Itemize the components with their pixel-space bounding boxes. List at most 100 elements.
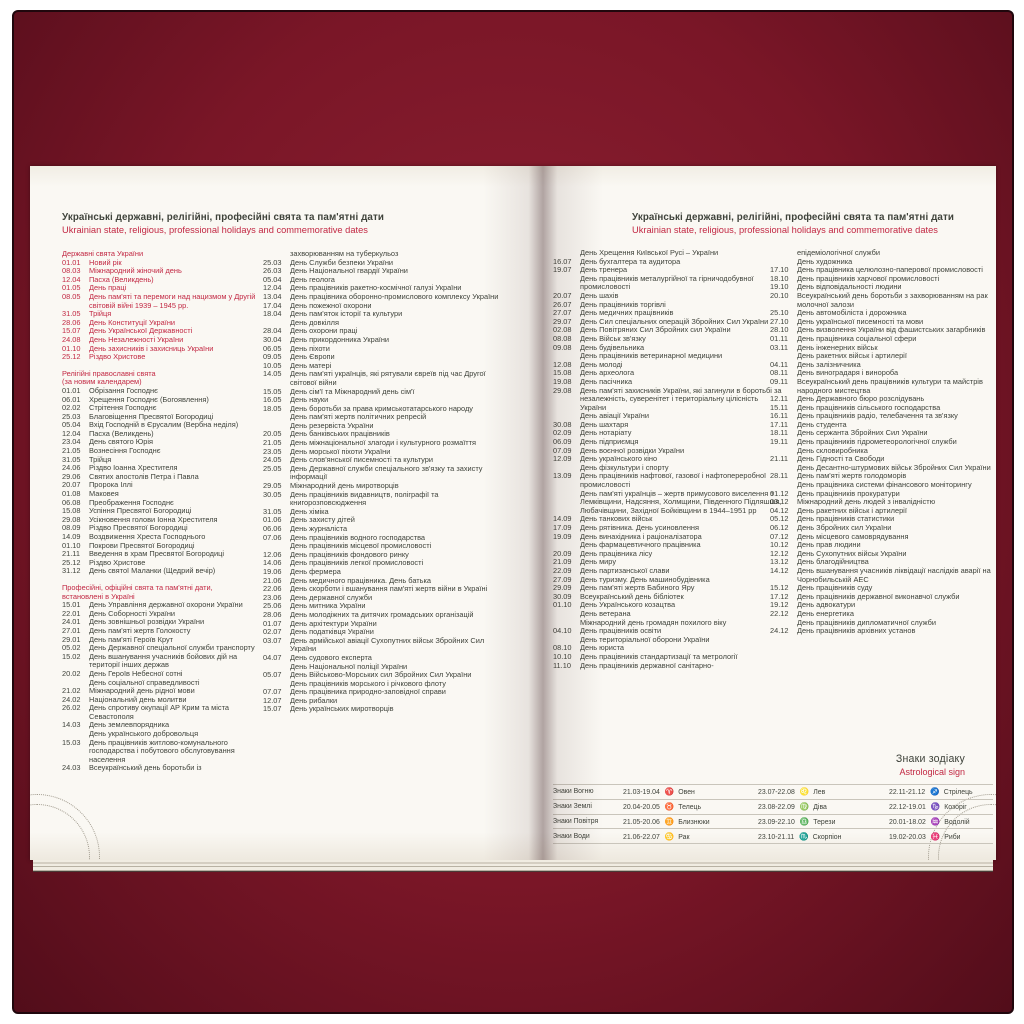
holiday-title: День українських миротворців bbox=[290, 704, 394, 714]
holiday-title: Усікновення голови Іонна Хрестителя bbox=[89, 514, 218, 524]
zodiac-symbol-icon: ♎ bbox=[799, 816, 810, 826]
holiday-date: 24.03 bbox=[62, 763, 81, 773]
holiday-entry: 20.07 Пророка Іллі bbox=[62, 481, 264, 490]
zodiac-sign-cell: 21.05-20.06 ♊ Близнюки bbox=[623, 817, 758, 826]
page-edges bbox=[33, 860, 993, 872]
holiday-title: День української писемності та мови bbox=[797, 316, 924, 326]
holiday-title: День Повітряних Сил Збройних сил України bbox=[580, 325, 731, 335]
holiday-date: 14.09 bbox=[553, 514, 572, 524]
holiday-date: 20.07 bbox=[62, 480, 81, 490]
holiday-title: День тренера bbox=[580, 265, 628, 275]
holiday-entry: 21.05 Вознесіння Господнє bbox=[62, 446, 264, 456]
holiday-date: 15.08 bbox=[62, 506, 81, 516]
zodiac-element-label: Знаки Вогню bbox=[553, 788, 594, 796]
holiday-date: 19.06 bbox=[263, 566, 282, 576]
holiday-entry: 17.04 День пожежної охорони bbox=[263, 301, 507, 311]
holiday-title: День працівника природно-заповідної спра… bbox=[290, 687, 446, 697]
holiday-entry: 15.01 День Управління державної охорони У… bbox=[62, 600, 264, 610]
zodiac-row: Знаки Повітря 21.05-20.06 ♊ Близнюки 23.09-2… bbox=[553, 815, 993, 830]
holiday-entry: 05.04 День геолога bbox=[263, 275, 507, 285]
holiday-entry: 01.08 Маковея bbox=[62, 489, 264, 499]
holiday-date: 02.02 bbox=[62, 403, 81, 413]
holiday-entry: 07.09 День воєнної розвідки України bbox=[553, 446, 783, 456]
holiday-date: 28.04 bbox=[263, 326, 282, 336]
holiday-entry: 31.05 День хіміка bbox=[263, 507, 507, 517]
holiday-date: 04.12 bbox=[770, 505, 789, 515]
holiday-date: 29.07 bbox=[553, 316, 572, 326]
holiday-title: Пасха (Великдень) bbox=[89, 428, 154, 438]
holiday-date: 16.05 bbox=[263, 395, 282, 405]
holiday-date: 21.11 bbox=[770, 454, 788, 464]
holiday-title: Успіння Пресвятої Богородиці bbox=[89, 506, 192, 516]
holiday-title: День резервіста України bbox=[290, 420, 374, 430]
holiday-title: День сім'ї та Міжнародний день сім'ї bbox=[290, 386, 415, 396]
zodiac-sign-name: Лев bbox=[813, 789, 826, 797]
holiday-date: 29.08 bbox=[553, 385, 572, 395]
zodiac-date-range: 21.05-20.06 bbox=[623, 818, 660, 826]
holiday-title: День автомобіліста і дорожника bbox=[797, 308, 907, 318]
holiday-date: 18.11 bbox=[770, 428, 788, 438]
holiday-entry: 25.06 День митника України bbox=[263, 602, 507, 611]
holiday-date: 15.07 bbox=[62, 326, 81, 336]
zodiac-element-label: Знаки Води bbox=[553, 832, 590, 840]
holiday-date: 13.12 bbox=[770, 557, 789, 567]
holiday-title: День Національної поліції України bbox=[290, 661, 408, 671]
holiday-entry: 12.04 День працівників ракетно-космічної … bbox=[263, 284, 507, 293]
holiday-entry: 02.09 День нотаріату bbox=[553, 429, 783, 438]
holiday-date: 05.07 bbox=[263, 670, 282, 680]
holiday-title: епідеміологічної служби bbox=[797, 248, 881, 257]
holiday-date: 02.09 bbox=[553, 428, 572, 438]
holiday-title: День працівників статистики bbox=[797, 514, 895, 524]
holiday-date: 28.11 bbox=[770, 471, 788, 481]
holiday-date: 06.05 bbox=[263, 343, 282, 353]
holiday-entry: 01.07 День архітектури України bbox=[263, 619, 507, 629]
holiday-title: День Служби безпеки України bbox=[290, 257, 394, 267]
holiday-entry: епідеміологічної служби bbox=[770, 248, 996, 258]
holiday-entry: 22.01 День Соборності України bbox=[62, 609, 264, 619]
holiday-date: 17.09 bbox=[553, 523, 572, 532]
holiday-title: День миру bbox=[580, 557, 617, 567]
holiday-entry: 25.10 День автомобіліста і дорожника bbox=[770, 308, 996, 318]
holiday-entry: 29.05 Міжнародний день миротворців bbox=[263, 481, 507, 491]
holiday-title: День боротьби за права кримськотатарсько… bbox=[290, 403, 473, 413]
holiday-date: 29.09 bbox=[553, 583, 572, 593]
zodiac-sign-name: Овен bbox=[678, 789, 695, 797]
open-spread: Українські державні, релігійні, професій… bbox=[30, 166, 996, 860]
holiday-date: 27.01 bbox=[62, 625, 81, 635]
holiday-date: 06.06 bbox=[263, 524, 282, 533]
holiday-entry: 24.01 День зовнішньої розвідки України bbox=[62, 618, 264, 627]
holiday-title: День українського кіно bbox=[580, 454, 658, 464]
holiday-title: День фермера bbox=[290, 566, 341, 576]
section-heading: (за новим календарем) bbox=[62, 377, 142, 387]
holiday-entry: 19.12 День адвокатури bbox=[770, 601, 996, 610]
holiday-title: Пасха (Великдень) bbox=[89, 274, 154, 284]
holiday-title: День працівників державної виконавчої сл… bbox=[797, 591, 960, 601]
holiday-entry: 24.12 День працівників архівних установ bbox=[770, 626, 996, 636]
holiday-date: 29.06 bbox=[62, 471, 81, 481]
holiday-entry: 29.09 День пам'яті жертв Бабиного Яру bbox=[553, 583, 783, 593]
holiday-entry: 22.12 День енергетика bbox=[770, 609, 996, 619]
holiday-entry: 24.06 Різдво Іоанна Хрестителя bbox=[62, 463, 264, 473]
holiday-entry: 04.07 День судового експерта bbox=[263, 653, 507, 663]
holiday-title: День працівників радіо, телебачення та з… bbox=[797, 411, 958, 421]
holiday-title: Вхід Господній в Єрусалим (Вербна неділя… bbox=[89, 420, 239, 430]
holiday-date: 22.09 bbox=[553, 565, 572, 575]
holiday-title: День працівників житлово-комунального го… bbox=[89, 737, 235, 764]
holiday-entry: 12.06 День працівників фондового ринку bbox=[263, 550, 507, 560]
holiday-title: День працівників ветеринарної медицини bbox=[580, 351, 723, 361]
holiday-title: День соціальної справедливості bbox=[89, 677, 200, 687]
zodiac-sign-cell: 21.06-22.07 ♋ Рак bbox=[623, 832, 758, 841]
holiday-entry: День художника bbox=[770, 257, 996, 267]
holiday-entry: 14.06 День працівників легкої промисловос… bbox=[263, 559, 507, 568]
holiday-entry: 08.10 День юриста bbox=[553, 644, 783, 653]
holiday-entry: День авіації України bbox=[553, 411, 783, 421]
holiday-entry: 20.09 День працівника лісу bbox=[553, 549, 783, 559]
zodiac-date-range: 20.04-20.05 bbox=[623, 804, 660, 812]
zodiac-symbol-icon: ♐ bbox=[930, 787, 940, 797]
holiday-title: День молодіжних та дитячих громадських о… bbox=[290, 609, 474, 619]
holiday-title: День працівників торгівлі bbox=[580, 299, 666, 309]
holiday-entry: 18.11 День сержанта Збройних Сил України bbox=[770, 429, 996, 438]
holiday-title: День Державної спеціальної служби трансп… bbox=[89, 643, 255, 653]
holiday-title: День підприємця bbox=[580, 437, 639, 447]
holiday-entry: День Десантно-штурмових військ Збройних … bbox=[770, 463, 996, 473]
